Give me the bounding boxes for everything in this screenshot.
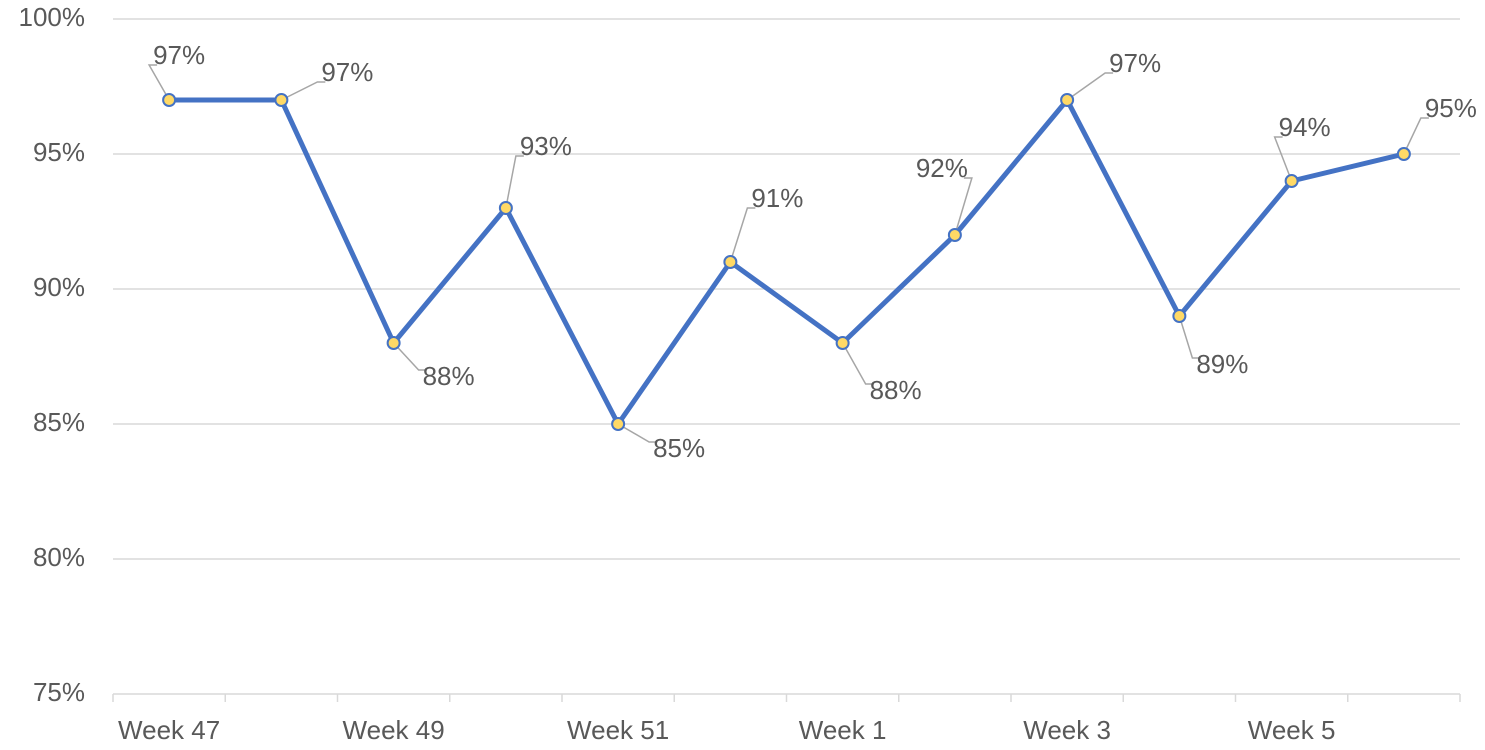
x-tick-label: Week 51 (567, 715, 669, 745)
data-point (947, 228, 962, 242)
data-label: 95% (1425, 93, 1477, 123)
data-label: 93% (520, 131, 572, 161)
leader-line (393, 342, 427, 371)
leader-line (954, 177, 973, 236)
y-tick-label: 75% (33, 677, 85, 707)
leader-line (147, 64, 170, 101)
y-tick-label: 85% (33, 407, 85, 437)
data-point (498, 201, 513, 215)
data-point (611, 417, 626, 431)
data-point (1396, 147, 1411, 161)
y-tick-label: 100% (19, 2, 86, 32)
data-label: 97% (321, 57, 373, 87)
data-label: 91% (751, 183, 803, 213)
y-tick-label: 80% (33, 542, 85, 572)
leader-line (1178, 315, 1201, 359)
leader-line (281, 81, 326, 101)
data-label: 89% (1196, 349, 1248, 379)
y-tick-label: 90% (33, 272, 85, 302)
x-tick-label: Week 3 (1023, 715, 1111, 745)
data-label: 88% (423, 361, 475, 391)
data-label: 92% (916, 153, 968, 183)
leader-line (1066, 72, 1114, 101)
x-tick-label: Week 1 (799, 715, 887, 745)
data-point (162, 93, 177, 107)
data-point (274, 93, 289, 107)
data-point (386, 336, 401, 350)
x-tick-label: Week 5 (1248, 715, 1336, 745)
data-point (835, 336, 850, 350)
leader-line (617, 423, 658, 443)
leader-line (1273, 136, 1293, 182)
series-line (169, 97, 1405, 427)
data-label: 85% (653, 433, 705, 463)
y-tick-label: 95% (33, 137, 85, 167)
leader-line (841, 342, 874, 385)
x-tick-label: Week 47 (118, 715, 220, 745)
data-point (1172, 309, 1187, 323)
data-point (723, 255, 738, 269)
x-tick-label: Week 49 (343, 715, 445, 745)
leader-line (1403, 117, 1429, 155)
data-label: 97% (1109, 48, 1161, 78)
leader-line (729, 207, 756, 263)
data-point (1284, 174, 1299, 188)
leader-line (505, 155, 524, 209)
data-point (1060, 93, 1075, 107)
data-label: 97% (153, 40, 205, 70)
data-label: 94% (1279, 112, 1331, 142)
data-label: 88% (870, 375, 922, 405)
